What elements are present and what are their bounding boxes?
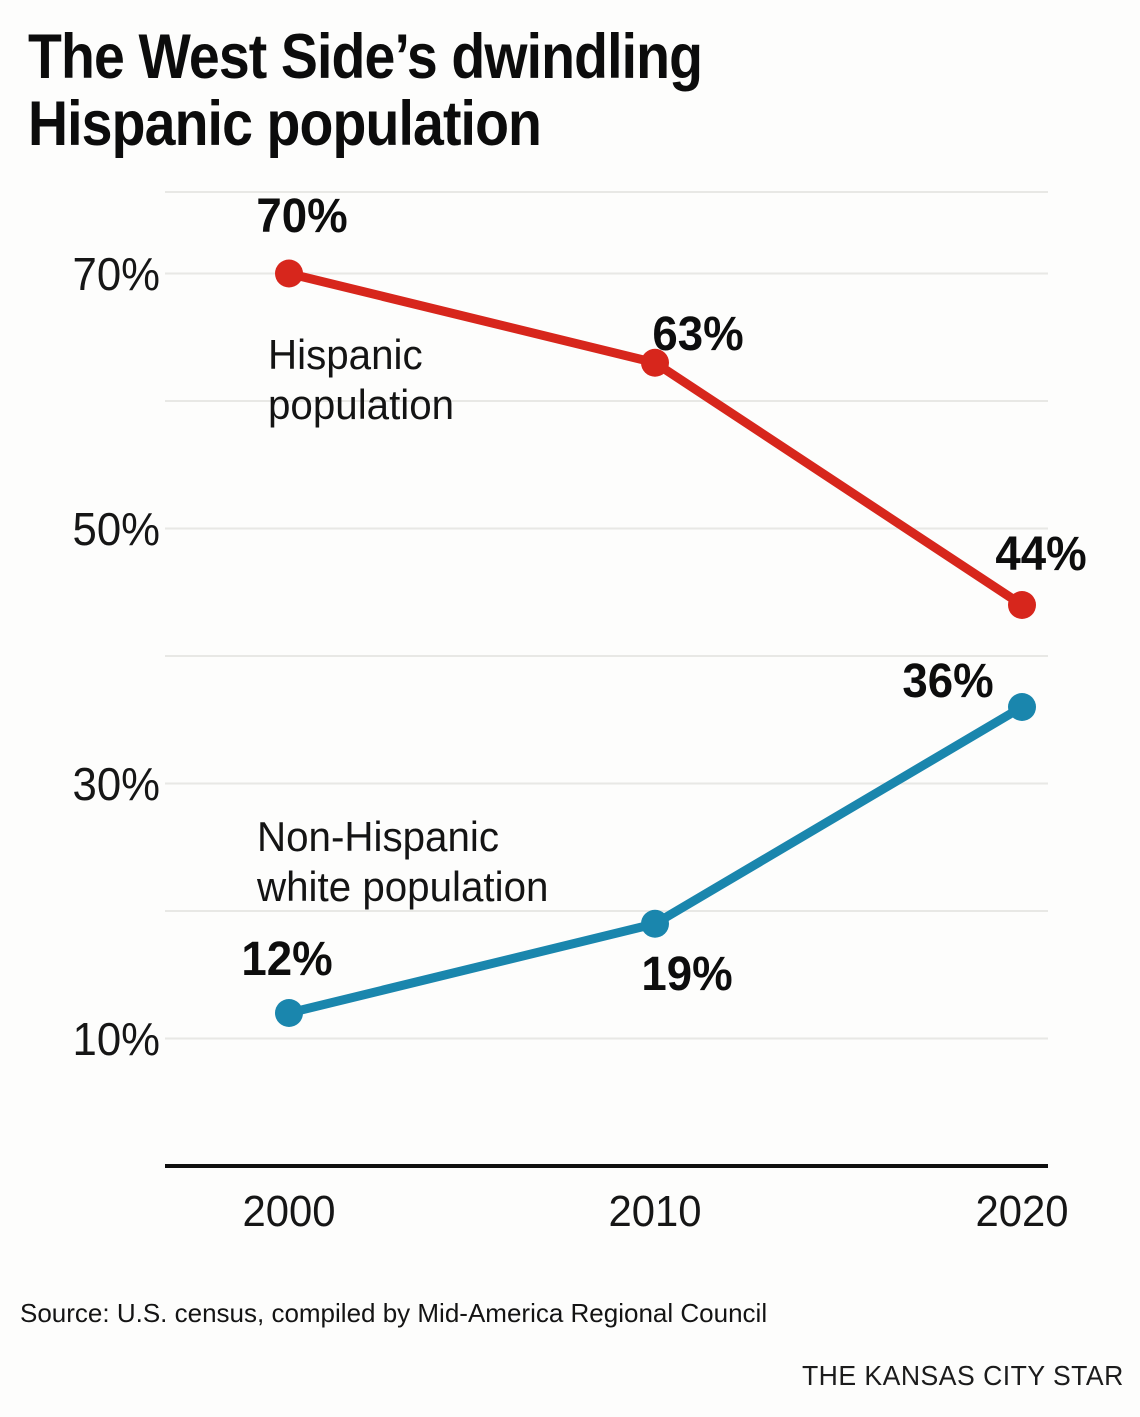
data-point-non-hispanic-white-population (641, 909, 669, 938)
series-label-line: Hispanic (268, 331, 423, 378)
publisher-attribution: THE KANSAS CITY STAR (802, 1360, 1124, 1391)
data-point-hispanic-population (1008, 591, 1036, 619)
y-tick-label: 30% (72, 757, 160, 810)
series-label-line: population (268, 381, 455, 428)
data-point-label: 12% (241, 933, 333, 986)
chart-title-line2: Hispanic population (28, 89, 542, 159)
series-label-non-hispanic-white-population: Non-Hispanic white population (257, 812, 548, 912)
series-label-line: white population (257, 863, 549, 910)
data-point-hispanic-population (275, 259, 303, 288)
y-tick-label: 50% (72, 502, 160, 555)
x-tick-label: 2020 (975, 1187, 1069, 1236)
chart-title: The West Side’s dwindling Hispanic popul… (28, 24, 785, 158)
data-point-label: 19% (641, 947, 733, 1001)
y-tick-label: 10% (72, 1012, 160, 1065)
data-point-label: 70% (256, 189, 348, 243)
data-point-label: 63% (652, 307, 744, 361)
data-point-label: 36% (902, 655, 994, 708)
x-tick-label: 2010 (608, 1187, 702, 1236)
data-point-non-hispanic-white-population (275, 999, 303, 1027)
y-tick-label: 70% (72, 247, 160, 300)
data-point-label: 44% (995, 528, 1087, 581)
data-point-hispanic-population (641, 348, 669, 377)
chart-title-line1: The West Side’s dwindling (28, 22, 703, 92)
data-point-non-hispanic-white-population (1008, 693, 1036, 721)
source-note: Source: U.S. census, compiled by Mid-Ame… (20, 1298, 768, 1328)
series-label-hispanic-population: Hispanic population (268, 330, 454, 430)
series-label-line: Non-Hispanic (257, 813, 500, 860)
x-tick-label: 2000 (242, 1187, 336, 1236)
